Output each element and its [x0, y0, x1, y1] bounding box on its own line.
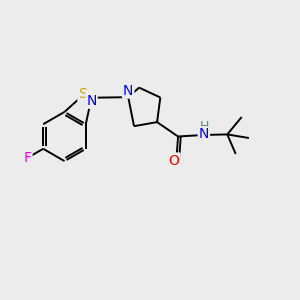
- Text: N: N: [123, 84, 134, 98]
- Text: N: N: [86, 94, 97, 108]
- Text: N: N: [199, 128, 209, 141]
- Text: F: F: [23, 151, 32, 164]
- Text: H: H: [200, 120, 209, 133]
- Text: O: O: [169, 154, 180, 167]
- Text: S: S: [78, 87, 87, 101]
